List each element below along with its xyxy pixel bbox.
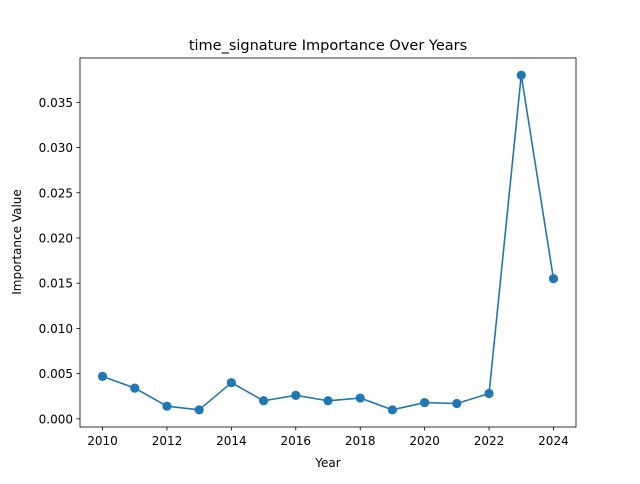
- y-tick-label: 0.025: [39, 186, 73, 200]
- data-point: [452, 398, 462, 409]
- data-point: [516, 70, 526, 80]
- chart-title: time_signature Importance Over Years: [189, 38, 467, 54]
- y-tick-label: 0.015: [39, 277, 73, 291]
- x-tick-label: 2016: [281, 434, 312, 448]
- data-point: [420, 397, 430, 408]
- y-axis-label: Importance Value: [10, 189, 24, 295]
- axes-layer: [79, 57, 577, 428]
- x-tick-label: 2014: [216, 434, 247, 448]
- data-point: [355, 393, 365, 403]
- x-tick-label: 2020: [409, 434, 440, 448]
- data-point: [194, 405, 204, 415]
- x-tick-label: 2022: [474, 434, 505, 448]
- data-point: [226, 378, 236, 388]
- y-tick-label: 0.010: [39, 322, 73, 336]
- data-point: [162, 401, 172, 411]
- y-tick-label: 0.000: [39, 412, 73, 426]
- data-point: [387, 405, 398, 415]
- plot-frame: [79, 57, 577, 428]
- x-tick-label: 2012: [152, 434, 183, 448]
- data-point: [130, 383, 140, 393]
- data-point: [548, 274, 559, 284]
- data-point: [323, 396, 333, 406]
- x-axis-label: Year: [314, 456, 340, 470]
- series-layer: [97, 70, 559, 415]
- x-tick-label: 2018: [345, 434, 376, 448]
- data-point: [291, 390, 301, 400]
- x-tick-label: 2010: [87, 434, 118, 448]
- data-point: [484, 388, 494, 399]
- y-tick-label: 0.020: [39, 231, 73, 245]
- ticks-layer: 2010 2012 2014 2016 2018 2020 2022 2024 0.000 0.0…: [39, 96, 569, 448]
- data-point: [97, 371, 108, 381]
- y-tick-label: 0.030: [39, 141, 73, 155]
- series-line: [102, 74, 555, 411]
- data-point: [258, 396, 269, 406]
- y-tick-label: 0.005: [39, 367, 73, 381]
- x-tick-label: 2024: [538, 434, 569, 448]
- y-tick-label: 0.035: [39, 96, 73, 110]
